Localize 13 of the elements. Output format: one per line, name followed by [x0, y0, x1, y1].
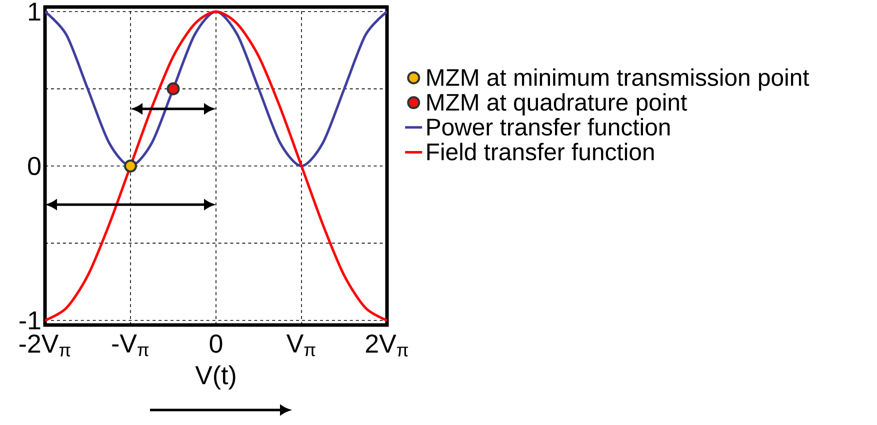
legend-label: MZM at quadrature point	[427, 93, 687, 116]
x-tick-label: V$_{π}$	[286, 334, 316, 356]
legend-label: Field transfer function	[427, 142, 654, 160]
x-tick-label: 2V$_{π}$	[366, 334, 408, 356]
y-tick-label: 1	[29, 2, 40, 21]
y-tick-label: 0	[28, 156, 40, 176]
x-axis-title: V(t)	[195, 365, 236, 390]
x-tick-label: -2V$_{π}$	[19, 334, 70, 356]
y-tick-label: -1	[20, 311, 40, 330]
legend-label: MZM at minimum transmission point	[427, 68, 810, 91]
x-tick-label: 0	[210, 334, 222, 353]
x-tick-label: -V$_{π}$	[112, 334, 149, 356]
legend-label: Power transfer function	[427, 118, 670, 136]
